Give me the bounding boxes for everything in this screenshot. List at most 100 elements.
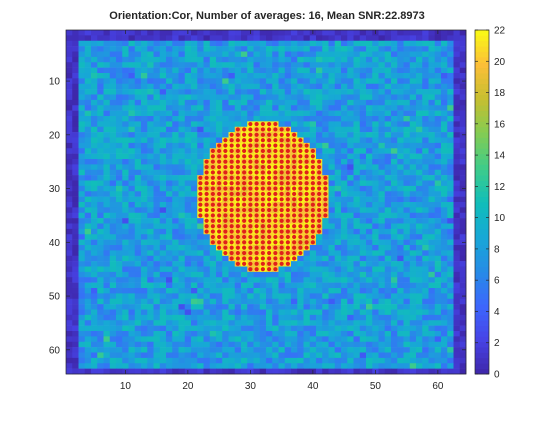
heatmap-cell [166, 185, 173, 192]
heatmap-cell [66, 320, 73, 326]
heatmap-cell [259, 368, 267, 375]
heatmap-cell [447, 153, 454, 160]
snr-marker [210, 191, 215, 197]
heatmap-cell [441, 331, 448, 337]
snr-marker [248, 202, 253, 207]
snr-marker [285, 240, 290, 245]
heatmap-cell [341, 132, 348, 138]
heatmap-cell [378, 261, 386, 267]
heatmap-cell [384, 175, 392, 181]
heatmap-cell [441, 142, 448, 149]
heatmap-cell [434, 132, 442, 138]
heatmap-cell [259, 357, 267, 364]
heatmap-cell [272, 331, 279, 337]
heatmap-cell [434, 320, 442, 326]
heatmap-cell [97, 368, 104, 375]
colorbar-segment [475, 223, 489, 230]
snr-marker [260, 213, 265, 218]
heatmap-cell [72, 288, 79, 294]
snr-marker [267, 143, 272, 148]
heatmap-cell [353, 207, 361, 214]
heatmap-cell [134, 331, 142, 337]
heatmap-cell [378, 121, 386, 128]
colorbar-tick-label: 10 [494, 213, 506, 224]
heatmap-cell [166, 277, 173, 283]
heatmap-cell [66, 56, 73, 63]
snr-marker [210, 229, 215, 234]
heatmap-cell [122, 255, 129, 262]
heatmap-cell [397, 56, 404, 63]
heatmap-cell [66, 341, 73, 348]
x-tick-label: 50 [370, 381, 382, 392]
heatmap-cell [403, 341, 411, 348]
heatmap-cell [234, 347, 242, 353]
heatmap-cell [303, 51, 311, 58]
snr-marker [279, 170, 284, 175]
heatmap-cell [166, 368, 173, 375]
heatmap-cell [316, 67, 323, 74]
heatmap-cell [328, 46, 336, 52]
heatmap-cell [334, 309, 342, 316]
heatmap-cell [409, 207, 417, 214]
heatmap-cell [91, 368, 98, 375]
heatmap-cell [372, 234, 379, 240]
heatmap-cell [397, 159, 404, 165]
heatmap-cell [328, 51, 336, 58]
heatmap-cell [209, 137, 217, 144]
heatmap-cell [278, 293, 286, 300]
heatmap-cell [141, 298, 148, 305]
heatmap-cell [434, 234, 442, 240]
heatmap-cell [78, 89, 86, 95]
heatmap-cell [159, 223, 167, 230]
heatmap-cell [222, 368, 229, 375]
heatmap-cell [109, 99, 117, 106]
heatmap-cell [134, 142, 142, 149]
heatmap-cell [228, 73, 236, 79]
heatmap-cell [278, 105, 286, 111]
heatmap-cell [341, 67, 348, 74]
heatmap-cell [359, 320, 367, 326]
heatmap-cell [166, 245, 173, 251]
heatmap-cell [428, 132, 436, 138]
heatmap-cell [97, 336, 104, 343]
heatmap-cell [303, 352, 311, 359]
snr-marker [242, 138, 247, 143]
snr-marker [310, 197, 315, 202]
heatmap-cell [159, 169, 167, 176]
heatmap-cell [191, 164, 198, 171]
snr-marker [267, 197, 272, 202]
heatmap-cell [66, 121, 73, 128]
heatmap-cell [441, 320, 448, 326]
heatmap-cell [153, 46, 161, 52]
colorbar-segment [475, 169, 489, 176]
heatmap-cell [128, 67, 136, 74]
heatmap-cell [128, 304, 136, 310]
heatmap-cell [141, 73, 148, 79]
heatmap-cell [122, 56, 129, 63]
heatmap-cell [459, 99, 467, 106]
colorbar-tick-label: 16 [494, 119, 506, 130]
heatmap-cell [78, 67, 86, 74]
heatmap-cell [322, 105, 329, 111]
snr-marker [254, 132, 259, 137]
heatmap-cell [353, 218, 361, 224]
heatmap-cell [78, 137, 86, 144]
heatmap-cell [403, 223, 411, 230]
heatmap-cell [103, 62, 111, 68]
heatmap-cell [328, 191, 336, 197]
heatmap-cell [284, 56, 292, 63]
heatmap-cell [116, 218, 123, 224]
heatmap-cell [216, 40, 223, 47]
heatmap-cell [266, 304, 273, 310]
snr-marker [273, 213, 278, 218]
heatmap-cell [172, 234, 179, 240]
heatmap-cell [428, 239, 436, 246]
heatmap-cell [334, 202, 342, 208]
heatmap-cell [134, 223, 142, 230]
heatmap-cell [391, 288, 398, 294]
heatmap-cell [66, 126, 73, 133]
heatmap-cell [166, 331, 173, 337]
heatmap-cell [234, 352, 242, 359]
heatmap-cell [359, 298, 367, 305]
snr-marker [223, 191, 228, 197]
